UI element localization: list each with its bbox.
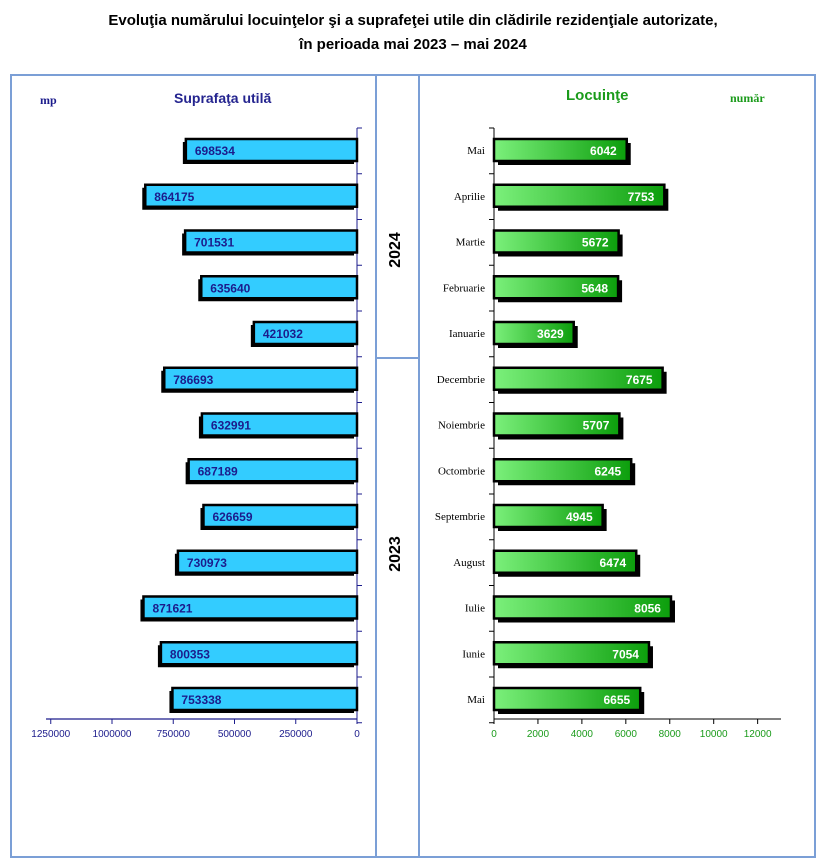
right-x-tick-label: 4000 xyxy=(571,729,594,740)
right-category-label: Ianuarie xyxy=(449,328,485,340)
right-bar-value-label: 3629 xyxy=(537,327,564,341)
right-category-label: Decembrie xyxy=(437,374,485,386)
left-bar xyxy=(252,320,359,346)
left-bar xyxy=(159,641,359,666)
right-bar-value-label: 6474 xyxy=(600,556,627,570)
right-bar-value-label: 6042 xyxy=(590,144,617,158)
right-category-label: Octombrie xyxy=(438,465,485,477)
chart-title-line-1: Evoluţia numărului locuinţelor şi a supr… xyxy=(108,12,718,29)
year-divider xyxy=(375,357,420,359)
right-x-tick-label: 6000 xyxy=(615,729,638,740)
right-bar-value-label: 8056 xyxy=(634,602,661,616)
left-bar-value-label: 753338 xyxy=(181,693,221,707)
left-bar xyxy=(187,458,359,483)
right-category-label: Martie xyxy=(456,237,485,249)
right-x-tick-label: 0 xyxy=(491,729,497,740)
right-bar xyxy=(492,686,642,712)
left-bar xyxy=(183,229,359,254)
left-bar-value-label: 864175 xyxy=(154,190,194,204)
right-bar xyxy=(492,366,664,391)
left-bar-value-label: 626659 xyxy=(212,510,252,524)
left-bar-value-label: 632991 xyxy=(211,419,251,433)
right-category-label: Septembrie xyxy=(435,511,485,523)
left-bar xyxy=(176,549,359,574)
right-category-label: Aprilie xyxy=(454,191,485,203)
right-bar-value-label: 6655 xyxy=(604,693,631,707)
left-bar-value-label: 421032 xyxy=(263,327,303,341)
right-bar xyxy=(492,183,666,208)
left-x-tick-label: 250000 xyxy=(279,729,313,740)
right-panel-frame xyxy=(418,74,816,858)
left-bar xyxy=(202,503,359,529)
right-category-label: Iulie xyxy=(465,603,485,615)
right-bar-value-label: 4945 xyxy=(566,510,593,524)
left-bar-value-label: 687189 xyxy=(198,464,238,478)
left-bar-value-label: 635640 xyxy=(210,281,250,295)
left-bar-value-label: 800353 xyxy=(170,647,210,661)
left-bar xyxy=(184,137,359,163)
right-bar xyxy=(492,595,673,620)
left-bar-value-label: 698534 xyxy=(195,144,235,158)
right-category-label: Mai xyxy=(467,145,485,157)
left-bar xyxy=(163,366,359,391)
right-bar xyxy=(492,275,620,300)
right-category-label: Mai xyxy=(467,694,485,706)
left-bar xyxy=(142,595,359,620)
right-bar-value-label: 5707 xyxy=(583,419,610,433)
chart-title-line-2: în perioada mai 2023 – mai 2024 xyxy=(299,36,527,53)
right-bar xyxy=(492,320,575,346)
right-bar xyxy=(492,412,621,437)
right-category-label: Iunie xyxy=(462,648,485,660)
right-bar-value-label: 7054 xyxy=(612,647,639,661)
right-bar xyxy=(492,458,633,483)
right-chart-title: Locuinţe xyxy=(566,87,629,104)
left-bar-value-label: 701531 xyxy=(194,236,234,250)
left-chart-title: Suprafaţa utilă xyxy=(174,90,272,106)
left-x-tick-label: 1250000 xyxy=(31,729,70,740)
left-x-tick-label: 750000 xyxy=(157,729,191,740)
left-bar-value-label: 871621 xyxy=(152,602,192,616)
left-x-tick-label: 500000 xyxy=(218,729,252,740)
left-bar xyxy=(171,686,359,712)
left-unit-label: mp xyxy=(40,93,57,107)
right-bar-chart: 0 2000 4000 6000 8000 10000 12000 6042 Mai 7753 Ap… xyxy=(435,127,781,740)
left-x-tick-label: 1000000 xyxy=(93,729,132,740)
left-x-tick-label: 0 xyxy=(354,729,360,740)
right-bar xyxy=(492,137,628,163)
left-bar xyxy=(144,183,359,208)
left-bar xyxy=(200,412,359,437)
right-x-tick-label: 10000 xyxy=(700,729,728,740)
right-x-tick-label: 12000 xyxy=(744,729,772,740)
right-bar xyxy=(492,229,620,254)
right-bar xyxy=(492,503,604,529)
right-bar-value-label: 6245 xyxy=(594,464,621,478)
right-category-label: August xyxy=(453,557,485,569)
right-bar-value-label: 5672 xyxy=(582,236,609,250)
left-bar-chart: 1250000 1000000 750000 500000 250000 0 698534 8… xyxy=(31,127,362,740)
left-bar xyxy=(200,275,359,300)
right-x-tick-label: 2000 xyxy=(527,729,550,740)
right-bar xyxy=(492,549,638,574)
right-category-label: Februarie xyxy=(443,282,485,294)
right-unit-label: număr xyxy=(730,91,765,105)
right-bar xyxy=(492,641,651,666)
left-bar-value-label: 786693 xyxy=(173,373,213,387)
right-category-label: Noiembrie xyxy=(438,420,485,432)
right-bar-value-label: 7753 xyxy=(628,190,655,204)
right-bar-value-label: 7675 xyxy=(626,373,653,387)
right-x-tick-label: 8000 xyxy=(659,729,682,740)
left-bar-value-label: 730973 xyxy=(187,556,227,570)
right-bar-value-label: 5648 xyxy=(581,281,608,295)
